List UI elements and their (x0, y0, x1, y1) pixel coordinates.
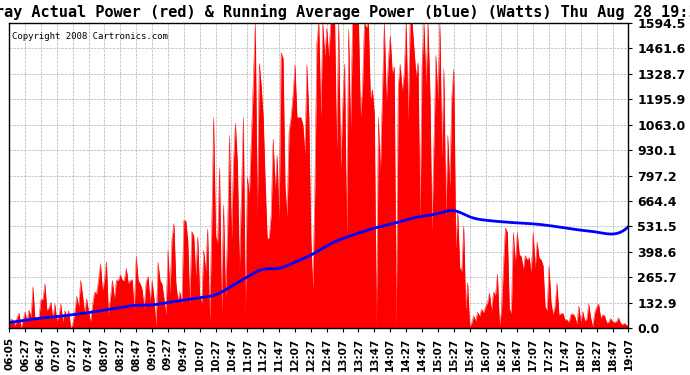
Title: West Array Actual Power (red) & Running Average Power (blue) (Watts) Thu Aug 28 : West Array Actual Power (red) & Running … (0, 4, 690, 20)
Text: Copyright 2008 Cartronics.com: Copyright 2008 Cartronics.com (12, 32, 168, 41)
